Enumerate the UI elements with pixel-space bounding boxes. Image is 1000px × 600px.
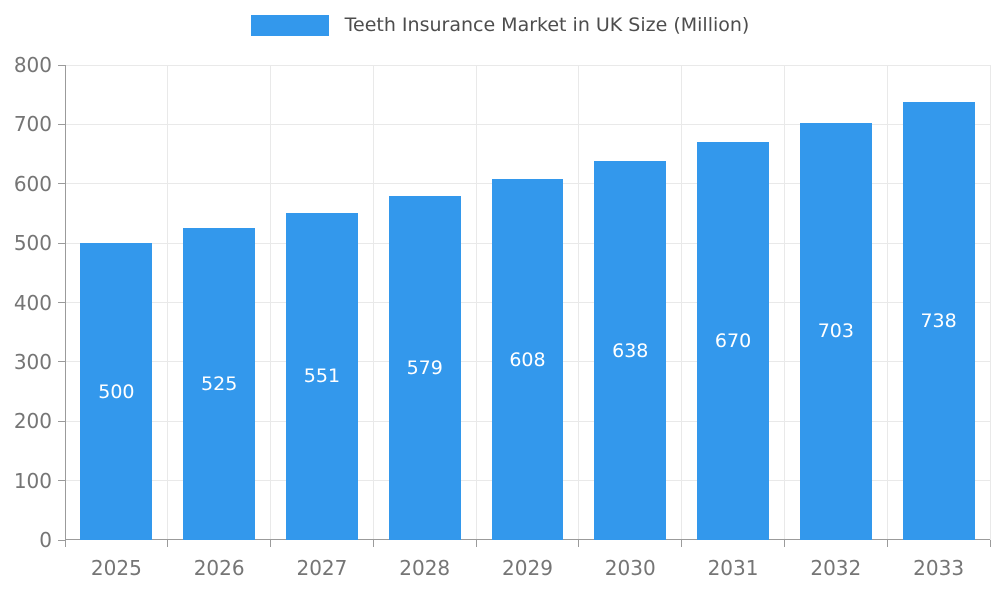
bar-value-label: 670 [714,330,752,353]
gridline-vertical [783,65,785,540]
x-axis-tick-label: 2030 [604,556,656,580]
legend-swatch [250,14,329,36]
x-axis-tick [578,540,580,547]
y-axis-tick-label: 600 [13,171,52,196]
bar-value-label: 525 [201,373,238,396]
x-axis-tick [372,540,374,547]
x-axis-tick-label: 2031 [707,556,759,580]
y-axis-tick-label: 400 [13,290,52,315]
bar-value-label: 500 [98,380,135,403]
x-axis-tick [475,540,477,547]
y-axis-tick [58,302,65,303]
x-axis-tick [989,540,991,547]
y-axis-tick-label: 200 [13,409,52,434]
y-axis-tick [58,420,65,422]
gridline-horizontal [65,123,990,125]
gridline-vertical [886,65,888,540]
bar-2026[interactable]: 525 [183,228,256,540]
y-axis-tick [58,480,65,482]
y-axis-tick-label: 100 [13,468,52,493]
y-axis-tick [58,183,65,185]
x-axis-tick-label: 2025 [90,556,142,580]
bar-value-label: 551 [303,365,341,388]
y-axis-tick [58,123,65,125]
bar-2030[interactable]: 638 [594,161,667,540]
x-axis-tick-label: 2026 [193,556,245,580]
y-axis-tick-label: 300 [13,349,52,374]
x-axis-tick [886,540,888,547]
x-axis-tick-label: 2033 [913,556,965,580]
bar-value-label: 579 [406,357,443,380]
chart-legend: Teeth Insurance Market in UK Size (Milli… [0,14,1000,36]
x-axis-tick [783,540,785,547]
bar-value-label: 738 [920,309,957,332]
x-axis-tick [681,540,683,547]
y-axis-tick [58,539,65,541]
y-axis-tick-label: 500 [13,231,52,256]
y-axis-tick [58,64,65,66]
bar-value-label: 703 [817,320,854,343]
gridline-vertical [681,65,683,540]
y-axis-tick-label: 0 [39,528,52,552]
y-axis-tick-label: 700 [13,112,52,137]
y-axis-line [65,65,66,540]
x-axis-tick-label: 2032 [810,556,862,580]
bar-value-label: 638 [612,339,649,362]
bar-value-label: 608 [509,348,546,371]
x-axis-tick [64,540,66,547]
x-axis-tick-label: 2029 [502,556,553,580]
bar-2029[interactable]: 608 [491,179,564,540]
plot-area: 500 525 551 579 608 638 670 703 738 [65,64,991,540]
y-axis-tick [58,242,65,244]
bar-2032[interactable]: 703 [799,122,872,540]
bar-2033[interactable]: 738 [902,101,975,540]
gridline-vertical [578,65,580,540]
x-axis-tick [270,540,272,547]
chart-title: Teeth Insurance Market in UK Size (Milli… [344,14,750,36]
y-axis-tick-label: 800 [13,53,52,77]
gridline-vertical [989,65,991,540]
bar-2025[interactable]: 500 [80,243,153,540]
bar-2027[interactable]: 551 [285,212,358,540]
x-axis-tick [167,540,169,547]
gridline-vertical [270,65,272,540]
x-axis-tick-label: 2027 [296,556,348,580]
x-axis-tick-label: 2028 [399,556,451,580]
gridline-vertical [167,65,169,540]
gridline-vertical [372,65,374,540]
y-axis-tick [58,361,65,363]
gridline-vertical [475,65,477,540]
bar-2031[interactable]: 670 [697,142,770,540]
gridline-horizontal [65,64,990,66]
bar-2028[interactable]: 579 [388,196,461,540]
